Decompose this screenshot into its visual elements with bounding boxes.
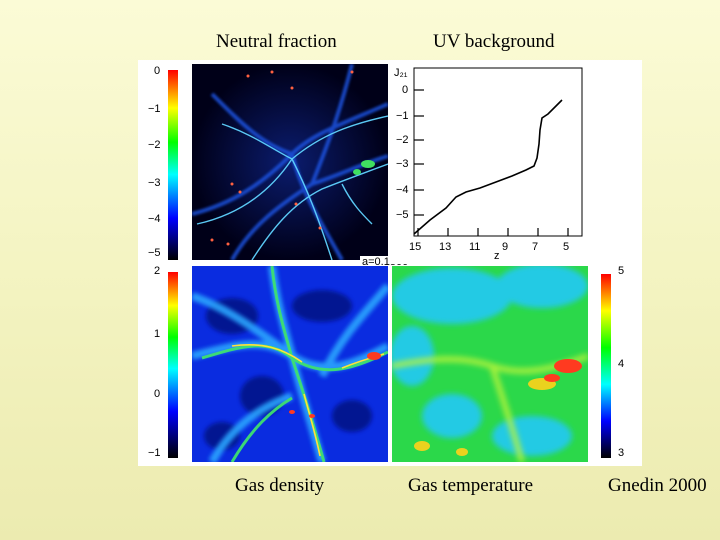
uv-x-axis-label: z <box>494 250 500 262</box>
gas-temperature-map <box>392 266 588 462</box>
credit-label: Gnedin 2000 <box>608 475 707 496</box>
gt-tick-0: 5 <box>618 265 625 277</box>
uv-x-tick-3: 9 <box>502 241 508 253</box>
uv-x-tick-1: 13 <box>439 241 451 253</box>
uv-y-tick-5: −5 <box>396 209 409 221</box>
nf-tick-2: −2 <box>148 139 161 151</box>
uv-y-tick-2: −2 <box>396 134 409 146</box>
uv-y-tick-4: −4 <box>396 184 409 196</box>
uv-y-tick-1: −1 <box>396 110 409 122</box>
gd-tick-2: 0 <box>154 388 161 400</box>
uv-x-tick-4: 7 <box>532 241 538 253</box>
uv-plot-frame <box>413 67 583 237</box>
gas-density-map <box>192 266 388 462</box>
uv-background-plot: J₂₁ 0 −1 −2 −3 −4 −5 15 13 11 9 7 5 z <box>390 62 596 264</box>
uv-x-tick-5: 5 <box>563 241 569 253</box>
label-gas-temperature: Gas temperature <box>408 475 534 496</box>
label-uv-background: UV background <box>433 31 555 52</box>
simulation-figure: 0 −1 −2 −3 −4 −5 2 1 0 −1 5 4 3 <box>138 60 642 466</box>
nf-tick-1: −1 <box>148 103 161 115</box>
gd-tick-1: 1 <box>154 328 161 340</box>
neutral-fraction-colorbar <box>168 70 178 260</box>
uv-y-tick-3: −3 <box>396 158 409 170</box>
gt-tick-2: 3 <box>618 447 625 459</box>
nf-tick-5: −5 <box>148 247 161 259</box>
gas-density-colorbar <box>168 272 178 458</box>
gd-tick-0: 2 <box>154 265 161 277</box>
nf-tick-3: −3 <box>148 177 161 189</box>
uv-x-tick-2: 11 <box>469 241 480 253</box>
gas-temperature-colorbar <box>601 274 611 458</box>
gt-tick-1: 4 <box>618 358 625 370</box>
uv-y-axis-label: J₂₁ <box>394 67 408 79</box>
nf-tick-4: −4 <box>148 213 161 225</box>
gd-tick-3: −1 <box>148 447 161 459</box>
uv-y-tick-0: 0 <box>402 84 408 96</box>
uv-x-tick-0: 15 <box>409 241 421 253</box>
neutral-fraction-map <box>192 64 388 260</box>
label-neutral-fraction: Neutral fraction <box>216 31 337 52</box>
nf-tick-0: 0 <box>154 65 161 77</box>
label-gas-density: Gas density <box>235 475 325 496</box>
uv-curve <box>413 99 563 235</box>
